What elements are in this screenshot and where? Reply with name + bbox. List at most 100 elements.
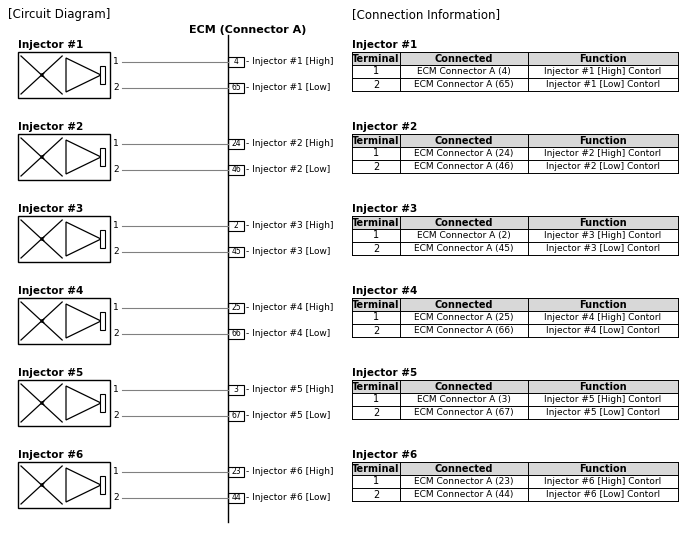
Text: 1: 1 bbox=[113, 139, 119, 148]
Text: Injector #4: Injector #4 bbox=[18, 286, 83, 296]
Text: Connected: Connected bbox=[435, 464, 493, 474]
Text: - Injector #5 [Low]: - Injector #5 [Low] bbox=[246, 412, 330, 420]
Text: 44: 44 bbox=[231, 493, 241, 502]
Bar bbox=[100, 230, 105, 248]
Text: ECM Connector A (65): ECM Connector A (65) bbox=[414, 80, 514, 89]
Bar bbox=[228, 303, 244, 313]
Text: Function: Function bbox=[579, 381, 626, 391]
Bar bbox=[18, 52, 110, 98]
Text: - Injector #1 [High]: - Injector #1 [High] bbox=[246, 58, 333, 67]
Text: 2: 2 bbox=[373, 244, 379, 254]
Text: - Injector #2 [Low]: - Injector #2 [Low] bbox=[246, 166, 330, 175]
Text: 2: 2 bbox=[373, 407, 379, 418]
Text: Injector #2: Injector #2 bbox=[18, 122, 83, 132]
Text: Terminal: Terminal bbox=[352, 136, 400, 145]
Text: Injector #6 [High] Contorl: Injector #6 [High] Contorl bbox=[545, 477, 662, 486]
Text: - Injector #4 [Low]: - Injector #4 [Low] bbox=[246, 329, 330, 339]
Polygon shape bbox=[66, 304, 101, 338]
Text: 2: 2 bbox=[113, 329, 118, 339]
Text: 2: 2 bbox=[113, 247, 118, 256]
Text: [Connection Information]: [Connection Information] bbox=[352, 8, 500, 21]
Text: - Injector #5 [High]: - Injector #5 [High] bbox=[246, 386, 333, 395]
Text: - Injector #1 [Low]: - Injector #1 [Low] bbox=[246, 83, 330, 92]
Text: Injector #5: Injector #5 bbox=[352, 368, 417, 378]
Text: 4: 4 bbox=[234, 58, 239, 67]
Text: Injector #6 [Low] Contorl: Injector #6 [Low] Contorl bbox=[546, 490, 660, 499]
Bar bbox=[228, 247, 244, 257]
Text: 24: 24 bbox=[231, 139, 241, 148]
Bar bbox=[100, 147, 105, 167]
Text: 2: 2 bbox=[113, 493, 118, 502]
Text: 1: 1 bbox=[373, 67, 379, 76]
Text: 1: 1 bbox=[113, 58, 119, 67]
Text: - Injector #4 [High]: - Injector #4 [High] bbox=[246, 303, 333, 312]
Text: Injector #2 [Low] Contorl: Injector #2 [Low] Contorl bbox=[546, 162, 660, 171]
Bar bbox=[100, 394, 105, 412]
Polygon shape bbox=[66, 140, 101, 174]
Text: ECM Connector A (2): ECM Connector A (2) bbox=[417, 231, 511, 240]
Text: Connected: Connected bbox=[435, 136, 493, 145]
Text: Injector #2 [High] Contorl: Injector #2 [High] Contorl bbox=[545, 149, 662, 158]
Text: Injector #3: Injector #3 bbox=[352, 204, 417, 214]
Text: Injector #5 [High] Contorl: Injector #5 [High] Contorl bbox=[545, 395, 662, 404]
Text: 1: 1 bbox=[113, 222, 119, 231]
Text: 1: 1 bbox=[113, 467, 119, 476]
Text: ECM Connector A (25): ECM Connector A (25) bbox=[414, 313, 514, 322]
Text: - Injector #3 [Low]: - Injector #3 [Low] bbox=[246, 247, 330, 256]
Text: 1: 1 bbox=[373, 476, 379, 486]
Bar bbox=[228, 467, 244, 477]
Text: 25: 25 bbox=[231, 303, 241, 312]
Text: Function: Function bbox=[579, 464, 626, 474]
Bar bbox=[352, 52, 678, 65]
Text: Terminal: Terminal bbox=[352, 381, 400, 391]
Text: Injector #4: Injector #4 bbox=[352, 286, 417, 296]
Text: - Injector #6 [High]: - Injector #6 [High] bbox=[246, 467, 333, 476]
Text: Injector #5 [Low] Contorl: Injector #5 [Low] Contorl bbox=[546, 408, 660, 417]
Text: Injector #1 [Low] Contorl: Injector #1 [Low] Contorl bbox=[546, 80, 660, 89]
Text: 1: 1 bbox=[373, 231, 379, 240]
Text: 1: 1 bbox=[373, 312, 379, 323]
Text: ECM Connector A (23): ECM Connector A (23) bbox=[414, 477, 514, 486]
Bar bbox=[100, 476, 105, 494]
Text: 2: 2 bbox=[373, 326, 379, 335]
Bar bbox=[228, 411, 244, 421]
Text: 1: 1 bbox=[373, 395, 379, 404]
Text: Connected: Connected bbox=[435, 217, 493, 227]
Bar bbox=[228, 83, 244, 93]
Polygon shape bbox=[66, 58, 101, 92]
Text: ECM Connector A (44): ECM Connector A (44) bbox=[414, 490, 514, 499]
Bar bbox=[228, 493, 244, 503]
Bar bbox=[228, 385, 244, 395]
Text: 23: 23 bbox=[231, 467, 241, 476]
Text: ECM Connector A (4): ECM Connector A (4) bbox=[417, 67, 511, 76]
Text: Connected: Connected bbox=[435, 53, 493, 64]
Text: 2: 2 bbox=[373, 490, 379, 499]
Bar bbox=[18, 462, 110, 508]
Bar bbox=[18, 298, 110, 344]
Text: Connected: Connected bbox=[435, 300, 493, 310]
Text: ECM Connector A (46): ECM Connector A (46) bbox=[414, 162, 514, 171]
Bar bbox=[352, 380, 678, 393]
Text: ECM Connector A (24): ECM Connector A (24) bbox=[414, 149, 514, 158]
Text: Injector #3 [High] Contorl: Injector #3 [High] Contorl bbox=[545, 231, 662, 240]
Text: 2: 2 bbox=[234, 222, 239, 231]
Text: 2: 2 bbox=[373, 80, 379, 90]
Text: ECM Connector A (3): ECM Connector A (3) bbox=[417, 395, 511, 404]
Text: Injector #5: Injector #5 bbox=[18, 368, 83, 378]
Text: Terminal: Terminal bbox=[352, 464, 400, 474]
Text: 1: 1 bbox=[373, 148, 379, 159]
Text: ECM Connector A (45): ECM Connector A (45) bbox=[414, 244, 514, 253]
Text: [Circuit Diagram]: [Circuit Diagram] bbox=[8, 8, 111, 21]
Text: ECM Connector A (66): ECM Connector A (66) bbox=[414, 326, 514, 335]
Text: 65: 65 bbox=[231, 83, 241, 92]
Text: Injector #4 [High] Contorl: Injector #4 [High] Contorl bbox=[545, 313, 662, 322]
Text: 45: 45 bbox=[231, 247, 241, 256]
Bar bbox=[228, 329, 244, 339]
Text: Function: Function bbox=[579, 136, 626, 145]
Bar bbox=[352, 134, 678, 147]
Bar bbox=[228, 57, 244, 67]
Text: 1: 1 bbox=[113, 386, 119, 395]
Bar bbox=[228, 139, 244, 149]
Polygon shape bbox=[66, 386, 101, 420]
Text: - Injector #6 [Low]: - Injector #6 [Low] bbox=[246, 493, 330, 502]
